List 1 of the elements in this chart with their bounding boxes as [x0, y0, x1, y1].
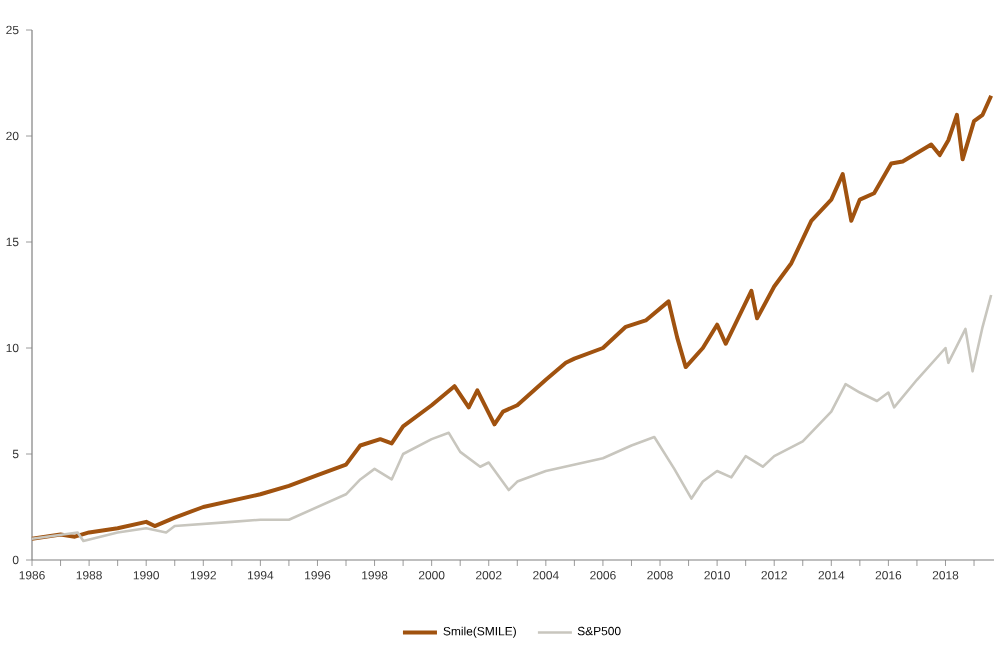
line-series	[30, 93, 994, 541]
